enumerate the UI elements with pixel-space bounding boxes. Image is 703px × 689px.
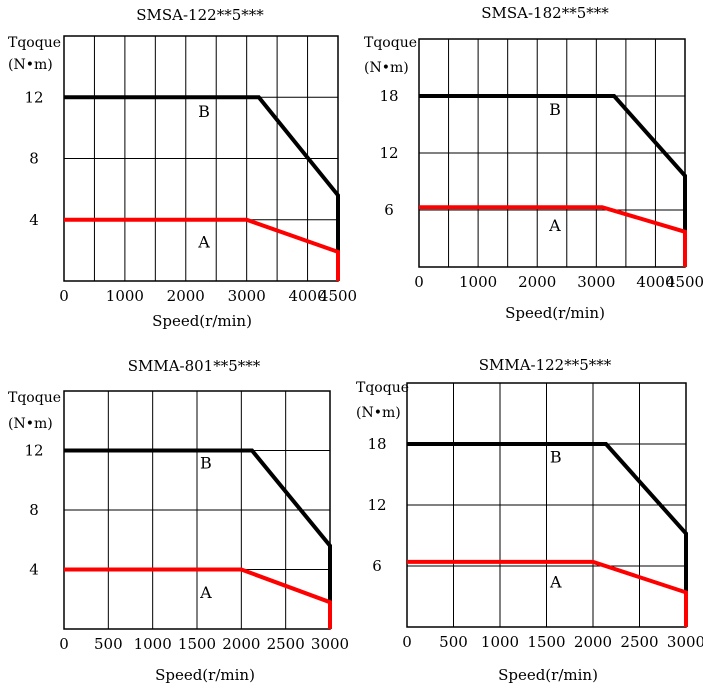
y-tick-label: 8: [29, 501, 39, 519]
y-axis-unit: (N•m): [364, 60, 409, 76]
x-tick-label: 3000: [311, 635, 349, 653]
y-axis-unit: (N•m): [8, 57, 53, 73]
x-tick-label: 1000: [459, 273, 497, 291]
curve-a-line: [64, 567, 332, 629]
x-tick-label: 0: [414, 273, 424, 291]
x-axis-label: Speed(r/min): [155, 666, 255, 684]
y-axis-label: Tqoque: [356, 380, 409, 396]
x-tick-label: 0: [59, 287, 69, 305]
curve-a-line: [407, 559, 688, 627]
x-tick-label: 4500: [319, 287, 357, 305]
y-tick-label: 18: [367, 435, 386, 453]
y-tick-label: 8: [29, 150, 39, 168]
curve-a-line: [419, 205, 687, 267]
x-tick-label: 4500: [666, 273, 703, 291]
x-tick-label: 0: [402, 633, 412, 651]
x-axis-label: Speed(r/min): [505, 304, 605, 322]
curve-b-line: [64, 448, 332, 603]
y-tick-label: 18: [379, 87, 398, 105]
curve-b-line: [64, 95, 340, 252]
curve-b-line: [407, 442, 688, 593]
region-label-b: B: [198, 102, 210, 121]
x-tick-label: 1500: [527, 633, 565, 651]
region-label-a: A: [197, 232, 210, 251]
plot-frame: [406, 382, 687, 628]
x-tick-label: 3000: [577, 273, 615, 291]
x-tick-label: 500: [94, 635, 123, 653]
region-label-a: A: [549, 572, 562, 591]
x-tick-label: 4000: [636, 273, 674, 291]
chart-title: SMSA-182**5***: [481, 4, 609, 22]
x-tick-label: 4000: [288, 287, 326, 305]
plot-frame: [418, 38, 686, 268]
x-tick-label: 0: [59, 635, 69, 653]
plot-frame: [63, 390, 331, 630]
y-tick-label: 12: [367, 496, 386, 514]
x-tick-label: 1000: [134, 635, 172, 653]
x-axis-label: Speed(r/min): [498, 666, 598, 684]
region-label-b: B: [550, 447, 562, 466]
y-tick-label: 4: [29, 561, 39, 579]
x-tick-label: 500: [439, 633, 468, 651]
y-axis-label: Tqoque: [364, 35, 417, 51]
curve-a-line: [64, 217, 340, 281]
y-axis-unit: (N•m): [8, 416, 53, 432]
y-axis-unit: (N•m): [356, 405, 401, 421]
x-tick-label: 2000: [167, 287, 205, 305]
region-label-a: A: [548, 216, 561, 235]
x-tick-label: 2000: [222, 635, 260, 653]
x-tick-label: 1000: [106, 287, 144, 305]
x-tick-label: 2000: [518, 273, 556, 291]
y-axis-label: Tqoque: [8, 35, 61, 51]
y-tick-label: 12: [24, 442, 43, 460]
x-tick-label: 2000: [574, 633, 612, 651]
chart-title: SMSA-122**5***: [136, 6, 264, 24]
region-label-b: B: [200, 453, 212, 472]
region-label-b: B: [549, 100, 561, 119]
y-axis-label: Tqoque: [8, 390, 61, 406]
chart-title: SMMA-801**5***: [128, 357, 261, 375]
x-tick-label: 2500: [620, 633, 658, 651]
x-tick-label: 3000: [667, 633, 703, 651]
y-tick-label: 4: [29, 211, 39, 229]
curve-b-line: [419, 94, 687, 232]
y-tick-label: 6: [384, 201, 394, 219]
x-tick-label: 2500: [267, 635, 305, 653]
x-tick-label: 1500: [178, 635, 216, 653]
region-label-a: A: [199, 583, 212, 602]
x-axis-label: Speed(r/min): [152, 312, 252, 330]
x-tick-label: 1000: [481, 633, 519, 651]
y-tick-label: 6: [372, 557, 382, 575]
chart-title: SMMA-122**5***: [479, 356, 612, 374]
y-tick-label: 12: [379, 144, 398, 162]
y-tick-label: 12: [24, 88, 43, 106]
x-tick-label: 3000: [228, 287, 266, 305]
plot-frame: [63, 35, 339, 282]
